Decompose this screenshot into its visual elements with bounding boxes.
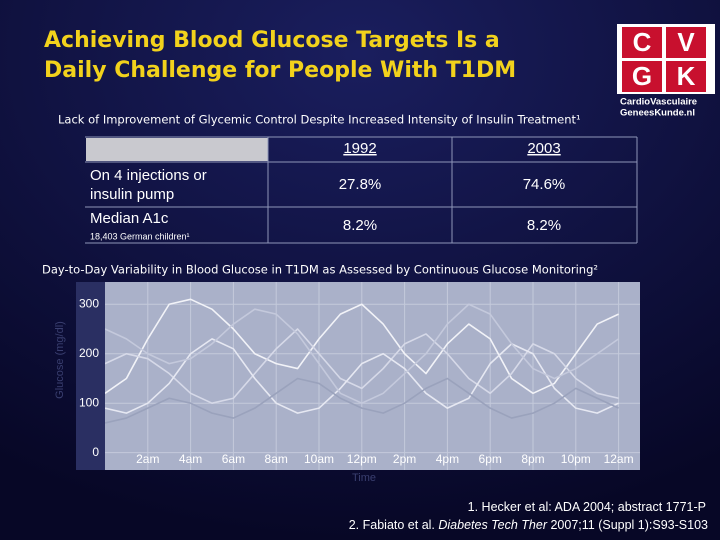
trace [105,377,619,424]
x-tick-label: 12pm [347,452,377,466]
trace [105,328,619,405]
x-tick-label: 8pm [521,452,544,466]
logo-letter: C [633,27,652,57]
y-axis-label: Glucose (mg/dl) [54,321,66,399]
cell: 27.8% [339,176,382,193]
column-header: 2003 [527,140,560,157]
logo-text: GeneesKunde.nl [620,108,695,119]
logo-text: CardioVasculaire [620,97,697,108]
x-tick-label: 8am [265,452,288,466]
logo-tile [622,27,662,58]
y-tick-label: 200 [79,346,99,360]
y-tick-label: 300 [79,296,99,310]
logo-letter: K [677,61,696,91]
header-cell [86,138,268,161]
logo-tile [622,61,662,92]
footnote-part: Diabetes Tech Ther [438,518,547,532]
x-tick-label: 12am [604,452,634,466]
table-caption: Lack of Improvement of Glycemic Control … [58,113,581,127]
logo-tile [666,27,706,58]
row-label: Median A1c [90,210,169,227]
cell: 8.2% [343,217,377,234]
footnote: 2. Fabiato et al. Diabetes Tech Ther 200… [349,518,708,532]
plot [105,282,640,470]
row-note: 18,403 German children¹ [90,231,190,241]
footnote-part: 1. Hecker et al: ADA 2004; abstract 1771… [468,500,706,514]
trace [105,303,620,405]
footnote: 1. Hecker et al: ADA 2004; abstract 1771… [468,500,706,514]
logo-letter: V [677,27,695,57]
title-line: Achieving Blood Glucose Targets Is a [44,28,500,53]
chart-title: Day-to-Day Variability in Blood Glucose … [42,263,598,277]
title-line: Daily Challenge for People With T1DM [44,58,516,83]
logo-tile [666,61,706,92]
x-tick-label: 4am [179,452,202,466]
footnote-part: 2007;11 (Suppl 1):S93-S103 [547,518,708,532]
logo-letter: G [632,61,652,91]
cell: 74.6% [523,176,566,193]
x-tick-label: 4pm [436,452,459,466]
column-header: 1992 [343,140,376,157]
x-tick-label: 2pm [393,452,416,466]
table: 1992 2003 On 4 injections or insulin pum… [85,136,638,244]
row-label: On 4 injections or [90,167,207,184]
x-tick-label: 6pm [479,452,502,466]
row-label: insulin pump [90,186,174,203]
y-tick-label: 0 [92,445,99,459]
cell: 8.2% [527,217,561,234]
trace [105,338,619,414]
y-tick-label: 100 [79,395,99,409]
trace [105,298,619,395]
x-tick-label: 10am [304,452,334,466]
x-tick-label: 10pm [561,452,591,466]
x-tick-label: 2am [136,452,159,466]
x-tick-label: 6am [222,452,245,466]
footnote-part: 2. Fabiato et al. [349,518,439,532]
logo: C V G K CardioVasculaire GeneesKunde.nl [617,24,715,119]
x-axis-label: Time [352,472,376,484]
